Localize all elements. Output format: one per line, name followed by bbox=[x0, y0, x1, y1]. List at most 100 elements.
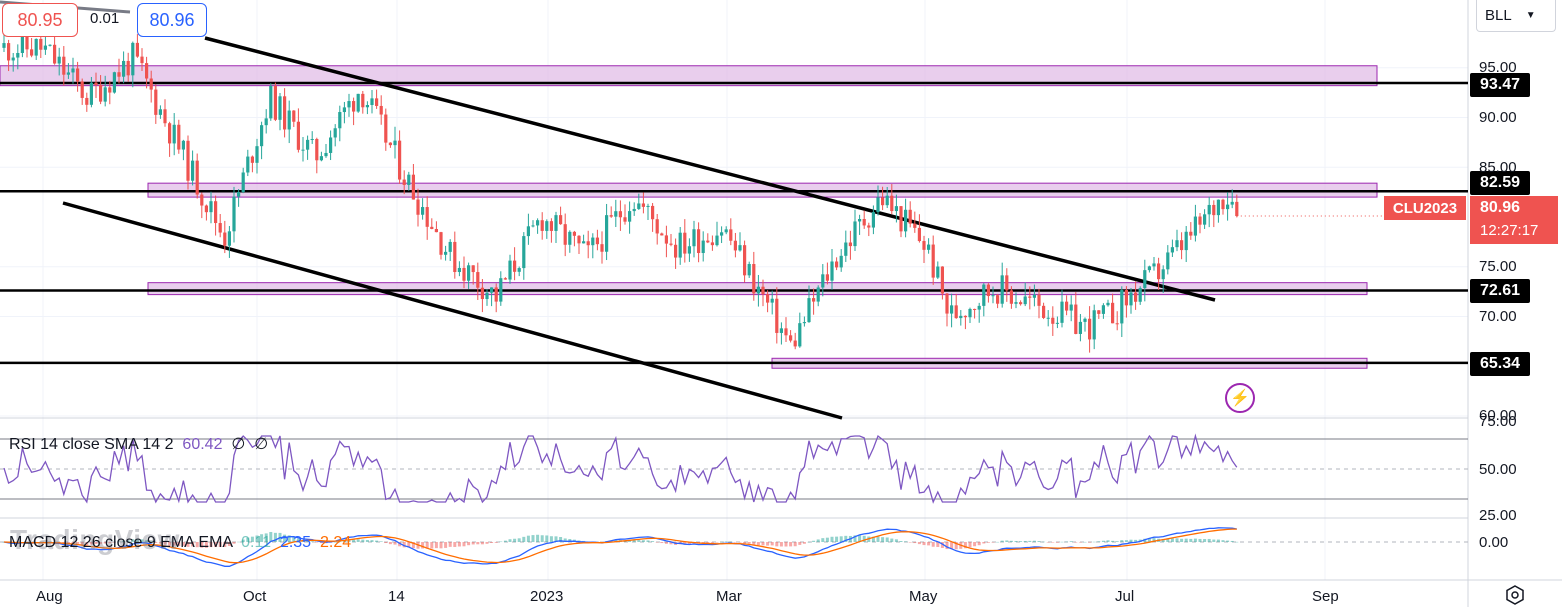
symbol-select[interactable]: BLL ▼ bbox=[1476, 0, 1556, 32]
macd-histogram-bar bbox=[954, 542, 958, 550]
candle-body bbox=[402, 179, 406, 185]
candle-body bbox=[876, 197, 880, 213]
macd-histogram-bar bbox=[1198, 538, 1202, 542]
buy-price-button[interactable]: 80.96 bbox=[137, 3, 207, 37]
candle-body bbox=[425, 207, 429, 227]
macd-histogram-bar bbox=[743, 542, 747, 544]
macd-histogram-bar bbox=[379, 541, 383, 542]
candle-body bbox=[1078, 321, 1082, 334]
macd-histogram-bar bbox=[200, 542, 204, 548]
candle-body bbox=[628, 211, 632, 222]
macd-histogram-bar bbox=[361, 539, 365, 542]
macd-histogram-bar bbox=[352, 539, 356, 542]
candle-body bbox=[540, 220, 544, 231]
macd-histogram-bar bbox=[825, 537, 829, 542]
candle-body bbox=[209, 201, 213, 213]
macd-histogram-bar bbox=[140, 539, 144, 542]
candle-body bbox=[117, 72, 121, 77]
macd-histogram-bar bbox=[1065, 541, 1069, 543]
lightning-icon[interactable]: ⚡ bbox=[1225, 383, 1255, 413]
macd-histogram-bar bbox=[917, 542, 921, 545]
candle-body bbox=[108, 87, 112, 93]
sell-price-button[interactable]: 80.95 bbox=[2, 3, 78, 37]
macd-histogram-bar bbox=[370, 540, 374, 542]
candle-body bbox=[352, 101, 356, 112]
candle-body bbox=[66, 72, 70, 75]
candle-body bbox=[232, 196, 236, 232]
macd-histogram-bar bbox=[963, 542, 967, 549]
candle-body bbox=[388, 142, 392, 146]
macd-histogram-bar bbox=[986, 542, 990, 543]
candle-body bbox=[1120, 290, 1124, 324]
candle-body bbox=[867, 225, 871, 228]
macd-histogram-bar bbox=[1092, 541, 1096, 543]
candle-body bbox=[715, 235, 719, 246]
macd-histogram-bar bbox=[637, 540, 641, 542]
candle-body bbox=[453, 241, 457, 273]
macd-histogram-bar bbox=[476, 542, 480, 545]
macd-histogram-bar bbox=[936, 542, 940, 547]
macd-histogram-bar bbox=[168, 542, 172, 546]
macd-histogram-bar bbox=[687, 542, 691, 545]
macd-histogram-bar bbox=[287, 535, 291, 542]
macd-histogram-bar bbox=[1088, 542, 1092, 543]
macd-histogram-bar bbox=[646, 540, 650, 542]
price-tick: 60.00 bbox=[1479, 407, 1517, 424]
candle-body bbox=[1106, 302, 1110, 306]
macd-histogram-bar bbox=[835, 536, 839, 542]
time-tick: Mar bbox=[716, 588, 742, 605]
macd-histogram-bar bbox=[434, 542, 438, 549]
macd-histogram-bar bbox=[641, 540, 645, 542]
macd-histogram-bar bbox=[398, 542, 402, 547]
macd-histogram-bar bbox=[1037, 541, 1041, 542]
macd-histogram-bar bbox=[223, 542, 227, 547]
candle-body bbox=[200, 194, 204, 206]
rsi-legend[interactable]: RSI 14 close SMA 14 2 60.42 ∅ ∅ bbox=[9, 434, 268, 454]
macd-histogram-bar bbox=[559, 537, 563, 542]
candle-body bbox=[614, 211, 618, 217]
candle-body bbox=[687, 246, 691, 254]
macd-histogram-bar bbox=[384, 542, 388, 544]
candle-body bbox=[572, 231, 576, 236]
macd-legend[interactable]: MACD 12 26 close 9 EMA EMA 0.11 2.35 2.2… bbox=[9, 534, 351, 552]
chart-settings-icon[interactable] bbox=[1505, 585, 1525, 605]
macd-legend-hist: 0.11 bbox=[241, 534, 272, 551]
macd-histogram-bar bbox=[158, 542, 162, 544]
candle-body bbox=[365, 104, 369, 108]
candle-body bbox=[766, 294, 770, 303]
macd-histogram-bar bbox=[1184, 538, 1188, 542]
candle-body bbox=[140, 56, 144, 64]
macd-histogram-bar bbox=[821, 538, 825, 542]
candle-body bbox=[885, 195, 889, 206]
macd-histogram-bar bbox=[1115, 541, 1119, 542]
candle-body bbox=[931, 244, 935, 278]
candle-body bbox=[807, 298, 811, 323]
macd-histogram-bar bbox=[462, 542, 466, 547]
macd-histogram-bar bbox=[149, 541, 153, 542]
candle-body bbox=[959, 315, 963, 319]
macd-histogram-bar bbox=[1129, 539, 1133, 542]
macd-histogram-bar bbox=[255, 535, 259, 542]
macd-histogram-bar bbox=[720, 541, 724, 543]
time-tick: 2023 bbox=[530, 588, 564, 605]
candle-body bbox=[917, 227, 921, 242]
current-price: 80.96 bbox=[1480, 199, 1521, 216]
candle-body bbox=[135, 42, 139, 57]
macd-histogram-bar bbox=[1014, 541, 1018, 542]
macd-histogram-bar bbox=[172, 542, 176, 546]
candle-body bbox=[416, 199, 420, 215]
candle-body bbox=[655, 219, 659, 234]
candle-body bbox=[1129, 292, 1133, 306]
candle-body bbox=[950, 305, 954, 314]
macd-histogram-bar bbox=[80, 542, 84, 545]
candle-body bbox=[255, 146, 259, 163]
candle-body bbox=[609, 215, 613, 217]
candle-body bbox=[273, 85, 277, 120]
candle-body bbox=[793, 340, 797, 347]
candle-body bbox=[595, 237, 599, 245]
candle-body bbox=[393, 140, 397, 146]
macd-histogram-bar bbox=[632, 540, 636, 542]
macd-histogram-bar bbox=[1203, 539, 1207, 542]
macd-histogram-bar bbox=[931, 542, 935, 547]
